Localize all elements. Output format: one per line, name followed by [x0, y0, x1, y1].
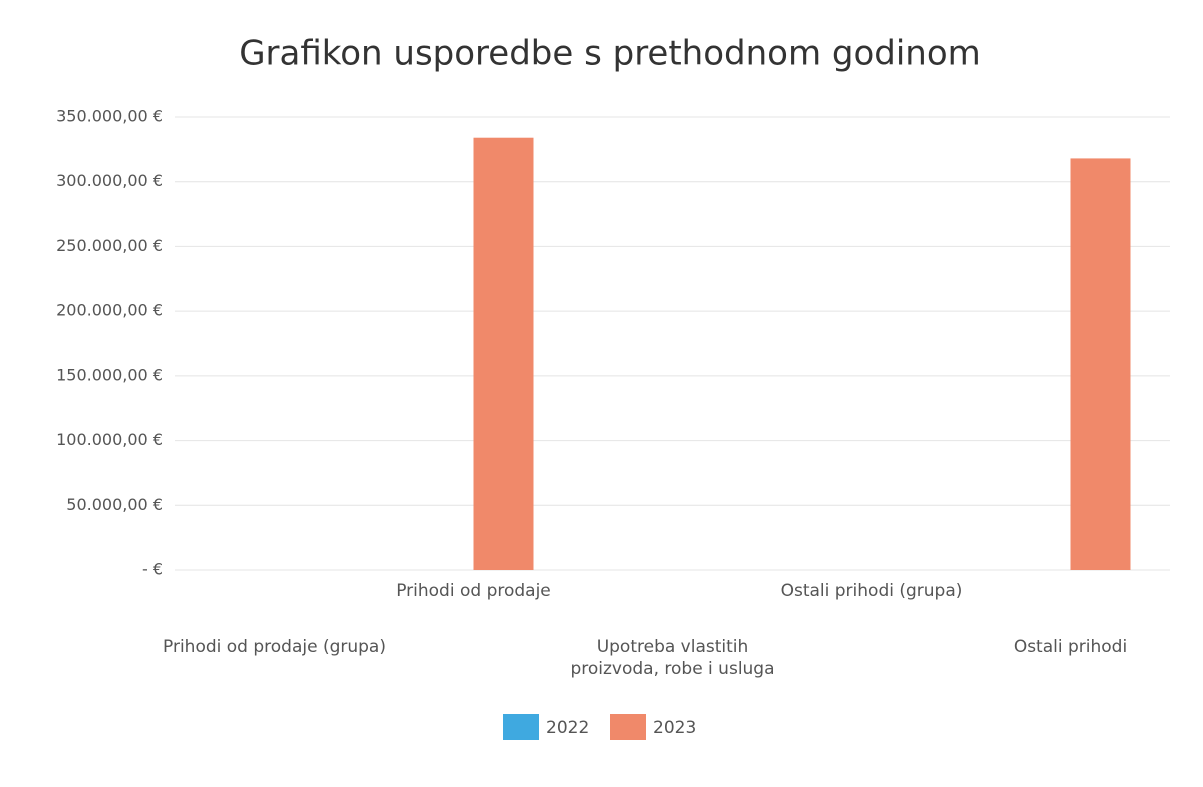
y-tick-label: 350.000,00 € — [56, 107, 163, 126]
legend-swatch — [503, 714, 539, 740]
y-tick-label: 300.000,00 € — [56, 171, 163, 190]
y-tick-label: - € — [142, 560, 163, 579]
legend-label: 2023 — [653, 718, 696, 738]
bar — [1070, 158, 1131, 570]
x-tick-label: Upotreba vlastitih proizvoda, robe i usl… — [570, 637, 775, 679]
y-tick-label: 150.000,00 € — [56, 365, 163, 384]
y-tick-label: 250.000,00 € — [56, 236, 163, 255]
bar — [473, 137, 534, 571]
legend-label: 2022 — [546, 718, 589, 738]
x-tick-label: Ostali prihodi (grupa) — [780, 581, 963, 601]
y-tick-label: 100.000,00 € — [56, 430, 163, 449]
y-tick-label: 200.000,00 € — [56, 301, 163, 320]
chart-title: Grafikon usporedbe s prethodnom godinom — [239, 34, 981, 74]
x-tick-label: Prihodi od prodaje — [396, 581, 551, 601]
x-tick-label: Prihodi od prodaje (grupa) — [163, 637, 386, 657]
legend-swatch — [610, 714, 646, 740]
x-tick-label: Ostali prihodi — [1013, 637, 1128, 657]
y-tick-label: 50.000,00 € — [66, 495, 163, 514]
